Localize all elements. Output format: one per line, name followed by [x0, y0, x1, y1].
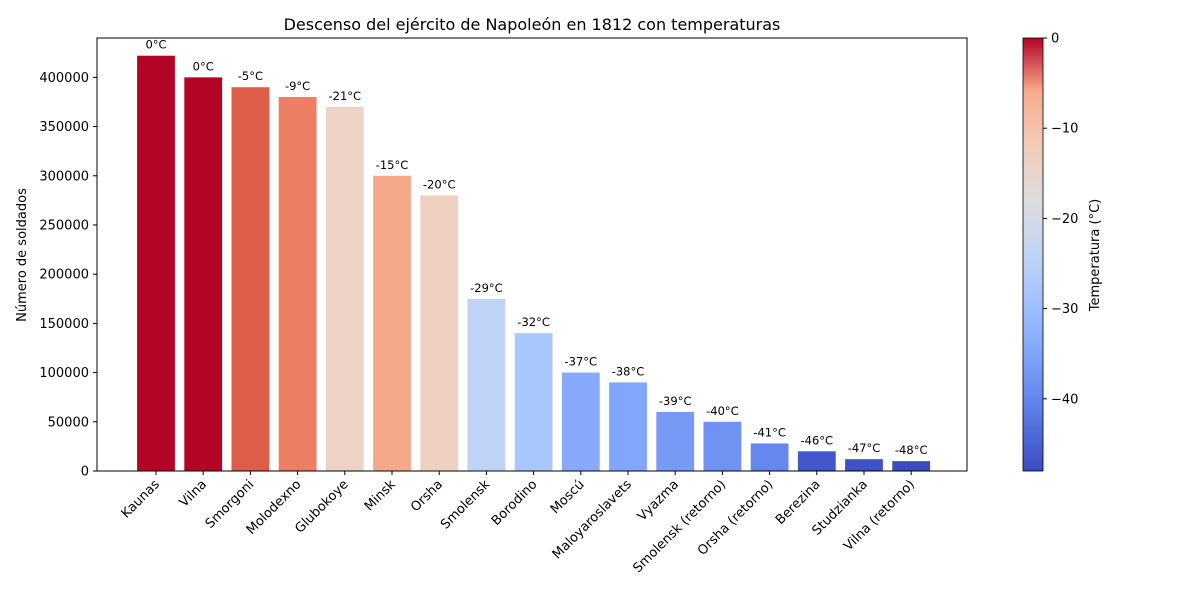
bar [278, 97, 317, 471]
bar [797, 451, 836, 471]
data-label: -32°C [517, 315, 550, 329]
x-tick-label: Moscú [548, 477, 588, 517]
data-label: 0°C [193, 59, 214, 73]
bar [750, 443, 789, 471]
x-tick-label: Borodino [489, 477, 541, 529]
y-axis: 0 50000 100000 150000 200000 250000 300000 3500… [39, 71, 97, 480]
y-tick-label: 300000 [39, 169, 89, 184]
y-tick-label: 400000 [39, 71, 89, 86]
bar [561, 372, 600, 471]
y-tick-label: 100000 [39, 366, 89, 381]
data-label: -38°C [612, 364, 645, 378]
colorbar: 0 −10 −20 −30 −40 [1022, 32, 1078, 472]
bar [325, 106, 364, 472]
x-tick-label: Orsha [408, 477, 446, 515]
y-tick-label: 0 [81, 465, 89, 480]
colorbar-tick-label: −20 [1051, 212, 1078, 227]
bar [137, 55, 175, 472]
data-label: -9°C [285, 79, 310, 93]
y-tick-label: 200000 [39, 268, 89, 283]
bar [184, 77, 223, 471]
data-label: -15°C [376, 158, 409, 172]
bar [892, 461, 931, 471]
x-tick-label: Vyazma [635, 477, 682, 524]
data-label: -48°C [895, 443, 928, 457]
y-tick-label: 250000 [39, 218, 89, 233]
y-tick-label: 150000 [39, 317, 89, 332]
bar [609, 382, 647, 471]
bar [420, 195, 459, 472]
bar [373, 175, 411, 472]
colorbar-gradient [1022, 37, 1044, 472]
x-tick-label: Smolensk (retorno) [630, 477, 729, 576]
x-tick-label: Maloyaroslavets [550, 477, 635, 562]
y-axis-label: Número de soldados [15, 188, 30, 322]
data-label: -37°C [565, 355, 598, 369]
data-label: -20°C [423, 177, 456, 191]
plot-frame [96, 37, 968, 472]
y-tick-label: 350000 [39, 120, 89, 135]
x-tick-label: Smolensk [438, 477, 494, 533]
bar [845, 459, 883, 471]
x-tick-label: Vilna [177, 477, 210, 510]
x-tick-label: Kaunas [119, 477, 163, 521]
colorbar-tick-label: −30 [1051, 302, 1078, 317]
colorbar-tick-label: −10 [1051, 122, 1078, 137]
data-label: 0°C [145, 38, 166, 52]
data-labels-group: 0°C 0°C -5°C -9°C -21°C -15°C -20°C -29°C -32°C -… [145, 38, 927, 457]
bar [656, 411, 695, 471]
data-label: -41°C [753, 425, 786, 439]
colorbar-tick-label: 0 [1051, 32, 1059, 47]
chart-title: Descenso del ejército de Napoleón en 181… [284, 15, 781, 34]
colorbar-tick-label: −40 [1051, 392, 1078, 407]
data-label: -21°C [329, 89, 362, 103]
bar [703, 421, 742, 471]
data-label: -47°C [848, 441, 881, 455]
data-label: -29°C [470, 281, 503, 295]
data-label: -46°C [801, 433, 834, 447]
bars-group [137, 55, 931, 472]
bar [514, 333, 553, 471]
y-tick-label: 50000 [48, 415, 89, 430]
bar [231, 87, 270, 472]
data-label: -39°C [659, 394, 692, 408]
x-tick-label: Minsk [362, 477, 399, 514]
data-label: -5°C [238, 69, 263, 83]
colorbar-label: Temperatura (°C) [1088, 199, 1103, 312]
bar [467, 298, 506, 471]
data-label: -40°C [706, 404, 739, 418]
